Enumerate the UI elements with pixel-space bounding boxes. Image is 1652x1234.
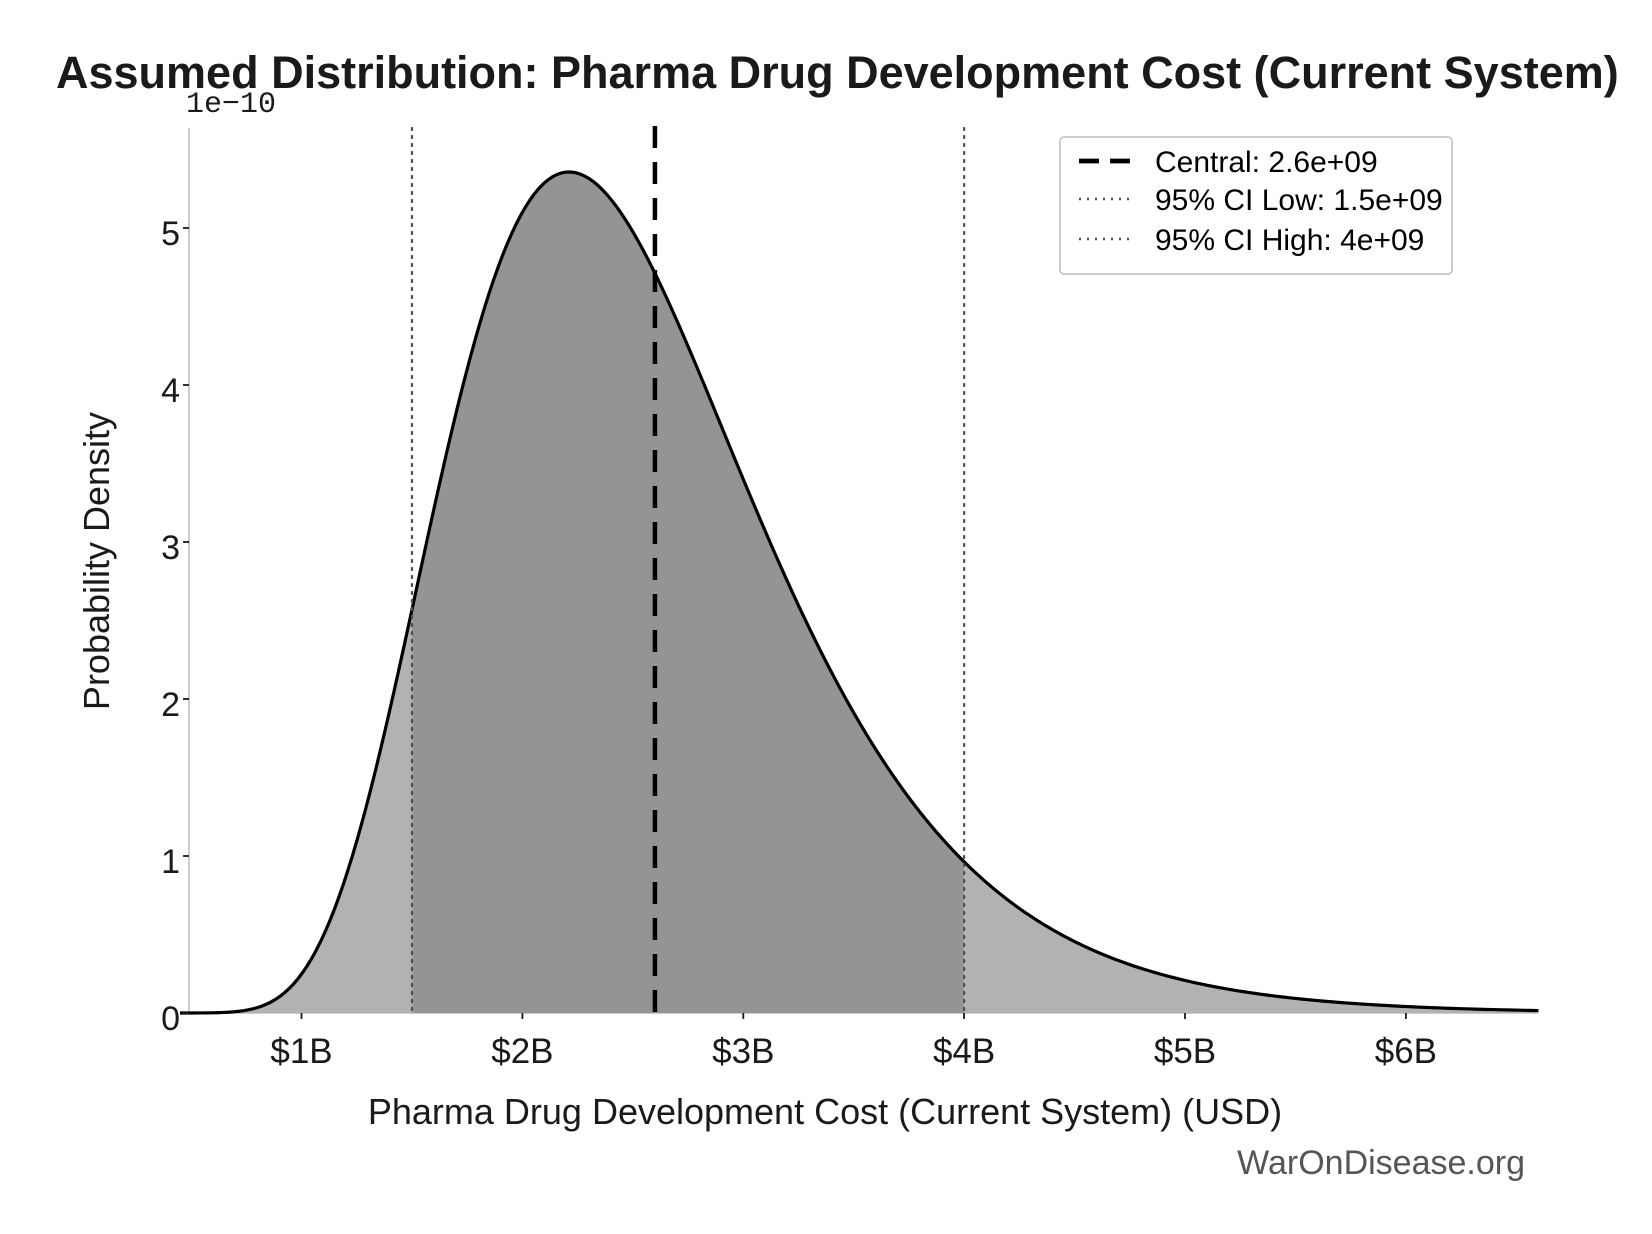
svg-text:Central: 2.6e+09: Central: 2.6e+09	[1155, 146, 1378, 179]
svg-text:95% CI High: 4e+09: 95% CI High: 4e+09	[1155, 224, 1424, 257]
svg-text:95% CI Low: 1.5e+09: 95% CI Low: 1.5e+09	[1155, 184, 1443, 217]
